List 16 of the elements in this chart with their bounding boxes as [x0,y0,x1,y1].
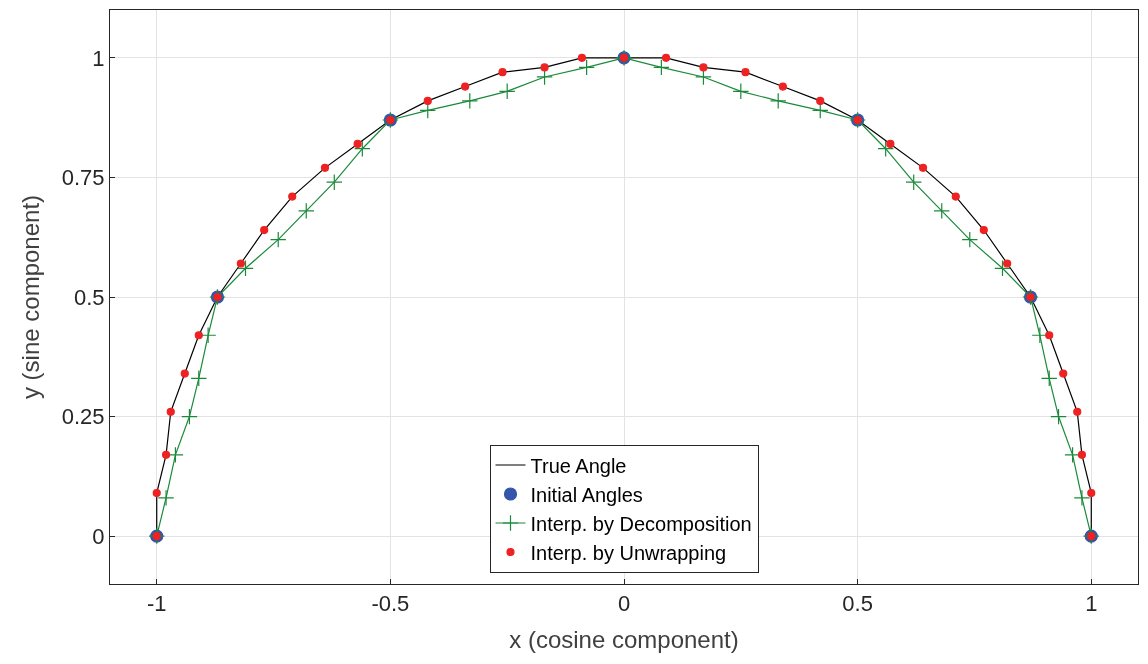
legend-label: Interp. by Decomposition [530,512,752,535]
y-tick-label: 1 [92,45,105,71]
legend-label: Initial Angles [530,483,643,506]
x-tick-label: 0 [617,591,631,617]
y-tick-label: 0.5 [74,284,105,310]
y-tick-label: 0 [92,523,105,549]
y-tick-label: 0.75 [61,165,105,191]
x-tick-label: -0.5 [371,591,410,617]
x-tick-label: 1 [1085,591,1098,617]
y-tick-label: 0.25 [61,404,105,430]
x-axis-title: x (cosine component) [509,625,739,653]
legend-label: True Angle [530,454,627,477]
x-tick-label: -1 [146,591,167,617]
legend-label: Interp. by Unwrapping [530,541,727,564]
x-tick-label: 0.5 [842,591,873,617]
y-axis-title: y (sine component) [16,194,44,400]
